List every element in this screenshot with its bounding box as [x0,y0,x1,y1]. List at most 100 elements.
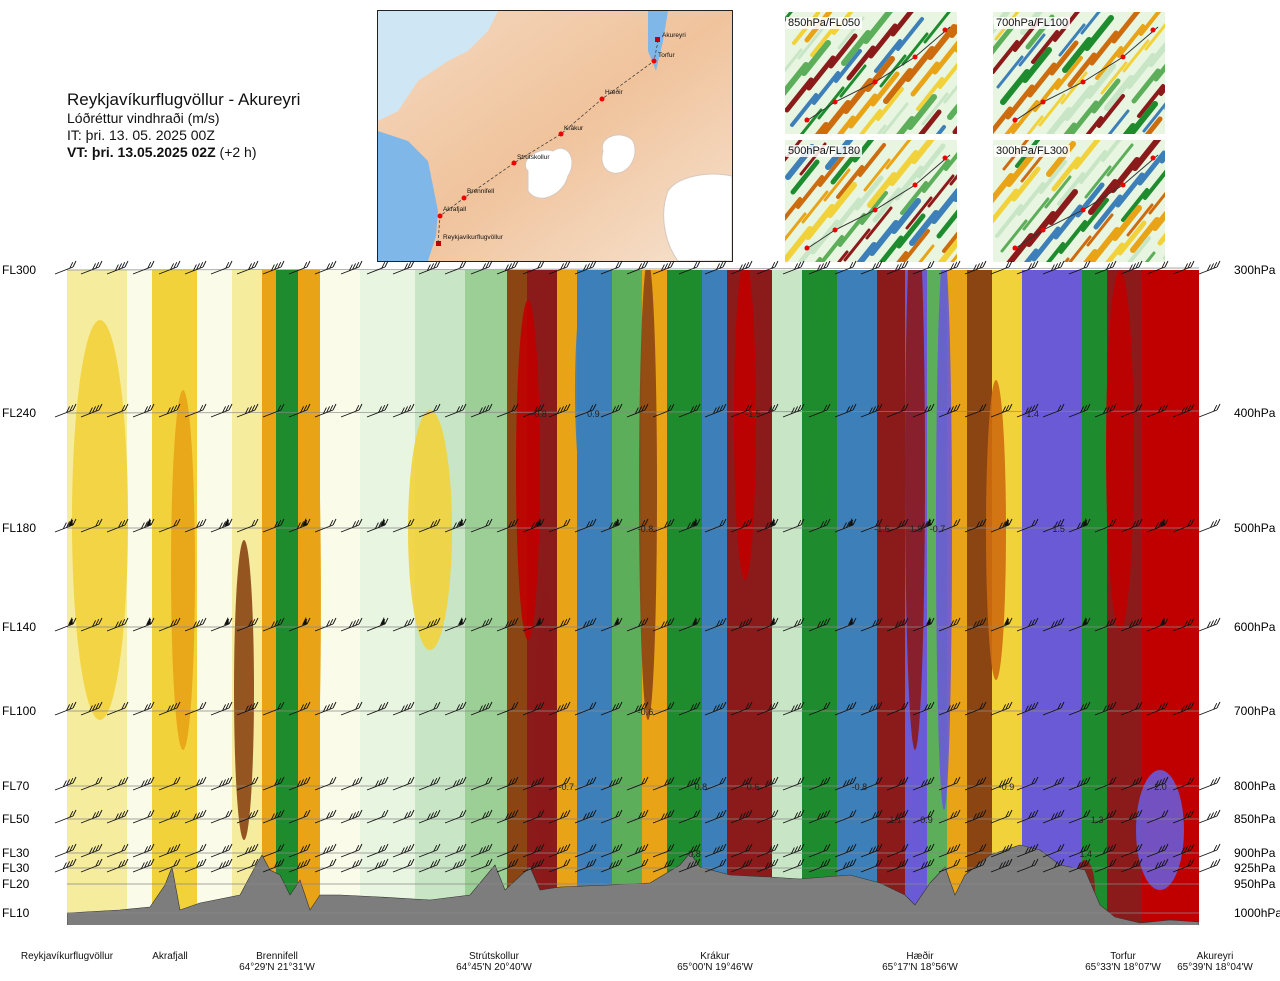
thumbnail-streak [1051,156,1081,192]
wind-barb [392,260,415,275]
contour-cell [516,300,540,640]
wind-barb [106,858,129,873]
contour-cell [1136,770,1184,890]
pressure-labels: 300hPa 400hPa 500hPa 600hPa 700hPa 800hPa 850h… [1234,263,1280,920]
thumbnail-streak [1022,197,1050,231]
thumbnail-streak [1105,242,1125,262]
thumbnail-850-label: 850hPa/FL050 [786,17,863,29]
wind-barb [1042,843,1065,858]
thumbnail-streak [1093,194,1123,230]
thumbnail-streak [843,228,871,262]
thumbnail-500-image [785,140,957,262]
wind-barb [626,701,649,716]
thumbnail-850[interactable]: 850hPa/FL050 [785,12,957,134]
thumbnail-streak [932,40,957,75]
thumbnail-streak [937,237,957,262]
thumbnail-streak [836,165,864,199]
thumbnail-streak [1049,40,1079,76]
thumbnail-300[interactable]: 300hPa/FL300 [993,140,1165,262]
flight-level-label: FL180 [2,521,36,535]
map-label-reykjavik: Reykjavíkurflugvöllur [443,234,504,241]
thumbnail-streak [949,23,957,38]
thumbnail-route-point [804,245,810,251]
thumbnail-streak [1069,100,1099,134]
thumbnail-streak [1131,68,1161,104]
thumbnail-streak [839,64,867,98]
station-coordinates: 64°29'N 21°31'W [239,962,315,973]
wind-barb [808,776,831,791]
contour-cell [575,270,603,510]
wind-barb [1198,858,1221,873]
thumbnail-700[interactable]: 700hPa/FL100 [993,12,1165,134]
station-label: Reykjavíkurflugvöllur [7,951,127,962]
wind-barb [1172,701,1195,716]
wind-barb [782,809,805,824]
thumbnail-streak [901,32,929,66]
wind-barb [80,858,103,873]
wind-barb [1068,617,1091,632]
wind-barb [938,260,961,275]
contour-cell [535,590,555,890]
wind-barb [990,809,1013,824]
thumbnail-streak [993,188,1019,224]
thumbnail-streak [916,77,944,111]
wind-barb [782,518,805,533]
thumbnail-500[interactable]: 500hPa/FL180 [785,140,957,262]
wind-barb [1198,701,1221,716]
wind-barb [1094,809,1117,824]
thumbnail-streak [1086,63,1116,99]
wind-barb [990,403,1013,418]
thumbnail-streak [905,196,933,230]
wind-barb [1016,617,1039,632]
thumbnail-streak [1057,172,1085,206]
wind-barb [1120,260,1143,275]
endpoint-akureyri [655,37,660,42]
wind-barb [392,858,415,873]
wind-barb [366,776,389,791]
color-band [772,270,802,925]
wind-barb [964,776,987,791]
thumbnail-streak [896,213,926,249]
wind-barb [964,617,987,632]
color-band [702,270,727,925]
wind-barb [1198,809,1221,824]
thumbnail-streak [859,109,882,134]
wind-barb [860,403,883,418]
wind-barb [1016,858,1039,873]
value-label: 2.0 [1154,782,1167,792]
thumbnail-streak [1097,94,1125,128]
thumbnail-streak [1044,175,1072,209]
wind-barb [808,260,831,275]
wind-barb [574,260,597,275]
thumbnail-streak [785,226,813,262]
color-band [127,270,152,925]
wind-barb [678,403,701,418]
thumbnail-route-point [942,155,948,161]
wind-barb [1068,518,1091,533]
color-band [612,270,642,925]
thumbnail-streak [1080,12,1101,35]
flight-level-label: FL10 [2,906,30,920]
thumbnail-streak [1048,189,1078,225]
wind-barb [912,701,935,716]
wind-barb [808,701,831,716]
wind-barb [470,858,493,873]
wind-barb [106,518,129,533]
color-band [1022,270,1082,925]
thumbnail-streak [838,213,866,247]
station-name: Hæðir [906,951,934,962]
wind-barb [1146,701,1169,716]
wind-barb [964,701,987,716]
thumbnail-streak [1153,63,1165,82]
thumbnail-streak [1004,122,1017,134]
thumbnail-streak [1132,140,1162,171]
wind-barb [626,858,649,873]
wind-barb [938,776,961,791]
contour-cell [639,270,657,720]
thumbnail-streak [909,210,939,246]
wind-barb [80,617,103,632]
thumbnail-streak [806,55,836,91]
wind-barb [106,260,129,275]
wind-barb [444,809,467,824]
thumbnail-streak [854,175,884,211]
